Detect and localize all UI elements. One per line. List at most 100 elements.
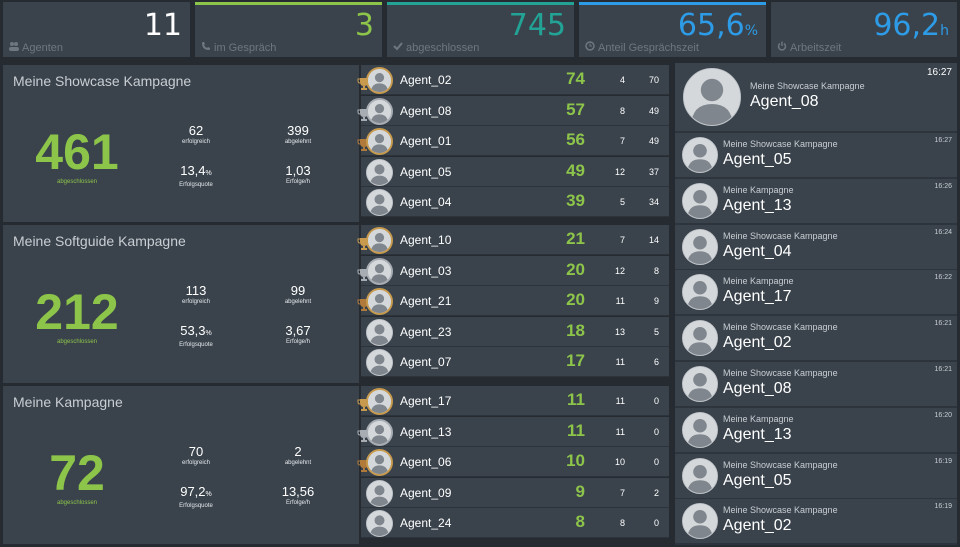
agent-successful: 12	[614, 166, 625, 177]
feed-time: 16:19	[934, 503, 952, 511]
feed-campaign: Meine Showcase Kampagne	[750, 81, 865, 91]
agent-successful: 13	[614, 326, 625, 337]
agent-name: Agent_08	[400, 103, 452, 118]
agent-declined: 37	[648, 166, 659, 177]
feed-item[interactable]: Meine Kampagne Agent_13 16:26	[675, 178, 957, 223]
feed-campaign: Meine Showcase Kampagne	[723, 368, 838, 378]
avatar	[682, 411, 718, 448]
stat-success-rate: 13,4% Erfolgsquote	[161, 163, 231, 189]
avatar	[366, 318, 393, 346]
feed-time: 16:20	[934, 411, 952, 419]
avatar	[366, 227, 393, 254]
check-icon	[393, 41, 403, 54]
stat-number: 13,4	[180, 163, 206, 178]
ranking-row[interactable]: Agent_07 17 11 6	[361, 347, 669, 378]
stat-value: 99	[263, 283, 333, 298]
agent-score: 17	[566, 351, 585, 371]
stat-successful: 113 erfolgreich	[161, 283, 231, 306]
ranking-row[interactable]: Agent_21 20 11 9	[357, 286, 669, 317]
agent-name: Agent_01	[400, 134, 452, 149]
feed-item[interactable]: Meine Showcase Kampagne Agent_08 16:21	[675, 362, 957, 406]
stat-label: Erfolgsquote	[179, 503, 213, 509]
feed-campaign: Meine Showcase Kampagne	[723, 139, 838, 149]
ranking-row[interactable]: Agent_17 11 11 0	[357, 386, 669, 416]
feed-agent: Agent_08	[750, 93, 819, 110]
avatar	[366, 128, 393, 156]
agent-successful: 5	[619, 197, 625, 208]
feed-item[interactable]: Meine Kampagne Agent_17 16:22	[675, 270, 957, 315]
avatar	[366, 67, 393, 94]
stat-value: 70	[161, 444, 231, 459]
agent-score: 18	[566, 320, 585, 340]
avatar	[682, 457, 718, 494]
kpi-tile: 745 abgeschlossen	[387, 2, 574, 57]
avatar	[682, 366, 718, 402]
stat-number: 99	[290, 283, 306, 298]
feed-item[interactable]: Meine Showcase Kampagne Agent_08 16:27	[675, 63, 957, 131]
feed-item[interactable]: Meine Showcase Kampagne Agent_02 16:21	[675, 316, 957, 361]
agent-score: 20	[566, 259, 585, 279]
avatar	[366, 388, 393, 415]
feed-item[interactable]: Meine Showcase Kampagne Agent_02 16:19	[675, 499, 957, 544]
stat-success-rate: 53,3% Erfolgsquote	[161, 323, 231, 349]
avatar	[682, 274, 718, 311]
stat-number: 113	[185, 283, 207, 298]
ranking-row[interactable]: Agent_09 9 7 2	[361, 477, 669, 508]
feed-item[interactable]: Meine Kampagne Agent_13 16:20	[675, 407, 957, 452]
feed-agent: Agent_02	[723, 334, 792, 352]
agent-name: Agent_21	[400, 294, 452, 309]
kpi-tile: 96,2h Arbeitszeit	[771, 2, 957, 57]
ranking-row[interactable]: Agent_08 57 8 49	[357, 95, 669, 126]
kpi-number: 65,6	[677, 8, 745, 43]
ranking-row[interactable]: Agent_23 18 13 5	[361, 316, 669, 347]
agent-successful: 11	[615, 296, 625, 307]
stat-value: 113	[161, 283, 231, 298]
avatar	[682, 228, 718, 265]
ranking-row[interactable]: Agent_03 20 12 8	[357, 255, 669, 286]
stat-unit: %	[205, 330, 212, 337]
stat-label: Erfolgsquote	[179, 342, 213, 348]
agent-name: Agent_03	[400, 263, 452, 278]
avatar	[366, 189, 393, 217]
feed-item[interactable]: Meine Showcase Kampagne Agent_05 16:19	[675, 453, 957, 498]
stat-declined: 399 abgelehnt	[263, 123, 333, 146]
feed-item[interactable]: Meine Showcase Kampagne Agent_04 16:24	[675, 224, 957, 269]
ranking-row[interactable]: Agent_01 56 7 49	[357, 126, 669, 157]
stat-unit: %	[205, 170, 212, 177]
kpi-value: 3	[355, 9, 374, 48]
agent-successful: 4	[619, 75, 625, 85]
feed-campaign: Meine Kampagne	[723, 184, 794, 195]
ranking-row[interactable]: Agent_13 11 11 0	[357, 416, 669, 447]
ranking-row[interactable]: Agent_05 49 12 37	[361, 156, 669, 187]
stat-per-hour: 1,03 Erfolge/h	[263, 163, 333, 186]
kpi-tile: 65,6% Anteil Gesprächszeit	[579, 2, 766, 57]
ranking-row[interactable]: Agent_10 21 7 14	[357, 225, 669, 255]
agent-name: Agent_13	[400, 424, 452, 439]
agent-declined: 5	[653, 326, 659, 337]
feed-item[interactable]: Meine Showcase Kampagne Agent_05 16:27	[675, 133, 957, 177]
avatar	[366, 288, 393, 316]
avatar	[366, 257, 393, 285]
kpi-label: im Gespräch	[201, 41, 276, 54]
stat-number: 13,56	[281, 484, 315, 499]
stat-label: Erfolge/h	[285, 179, 310, 185]
agent-score: 39	[566, 191, 585, 211]
agent-declined: 8	[653, 265, 659, 276]
stat-label: abgelehnt	[284, 139, 312, 145]
stat-label: Erfolge/h	[285, 500, 310, 506]
ranking-row[interactable]: Agent_06 10 10 0	[357, 447, 669, 478]
ranking-row[interactable]: Agent_02 74 4 70	[357, 65, 669, 95]
ranking-row[interactable]: Agent_04 39 5 34	[361, 187, 669, 218]
stat-label: Erfolgsquote	[179, 182, 213, 188]
agent-name: Agent_04	[400, 195, 452, 210]
ranking-row[interactable]: Agent_24 8 8 0	[361, 508, 669, 539]
kpi-value: 11	[144, 9, 182, 48]
stat-number: 399	[287, 123, 309, 138]
feed-agent: Agent_04	[723, 242, 792, 260]
agent-declined: 14	[648, 235, 659, 245]
stat-value: 3,67	[263, 323, 333, 338]
stat-per-hour: 3,67 Erfolge/h	[263, 323, 333, 346]
agent-declined: 6	[653, 357, 659, 368]
kpi-unit: h	[940, 23, 949, 39]
stat-value: 97,2%	[161, 484, 231, 502]
